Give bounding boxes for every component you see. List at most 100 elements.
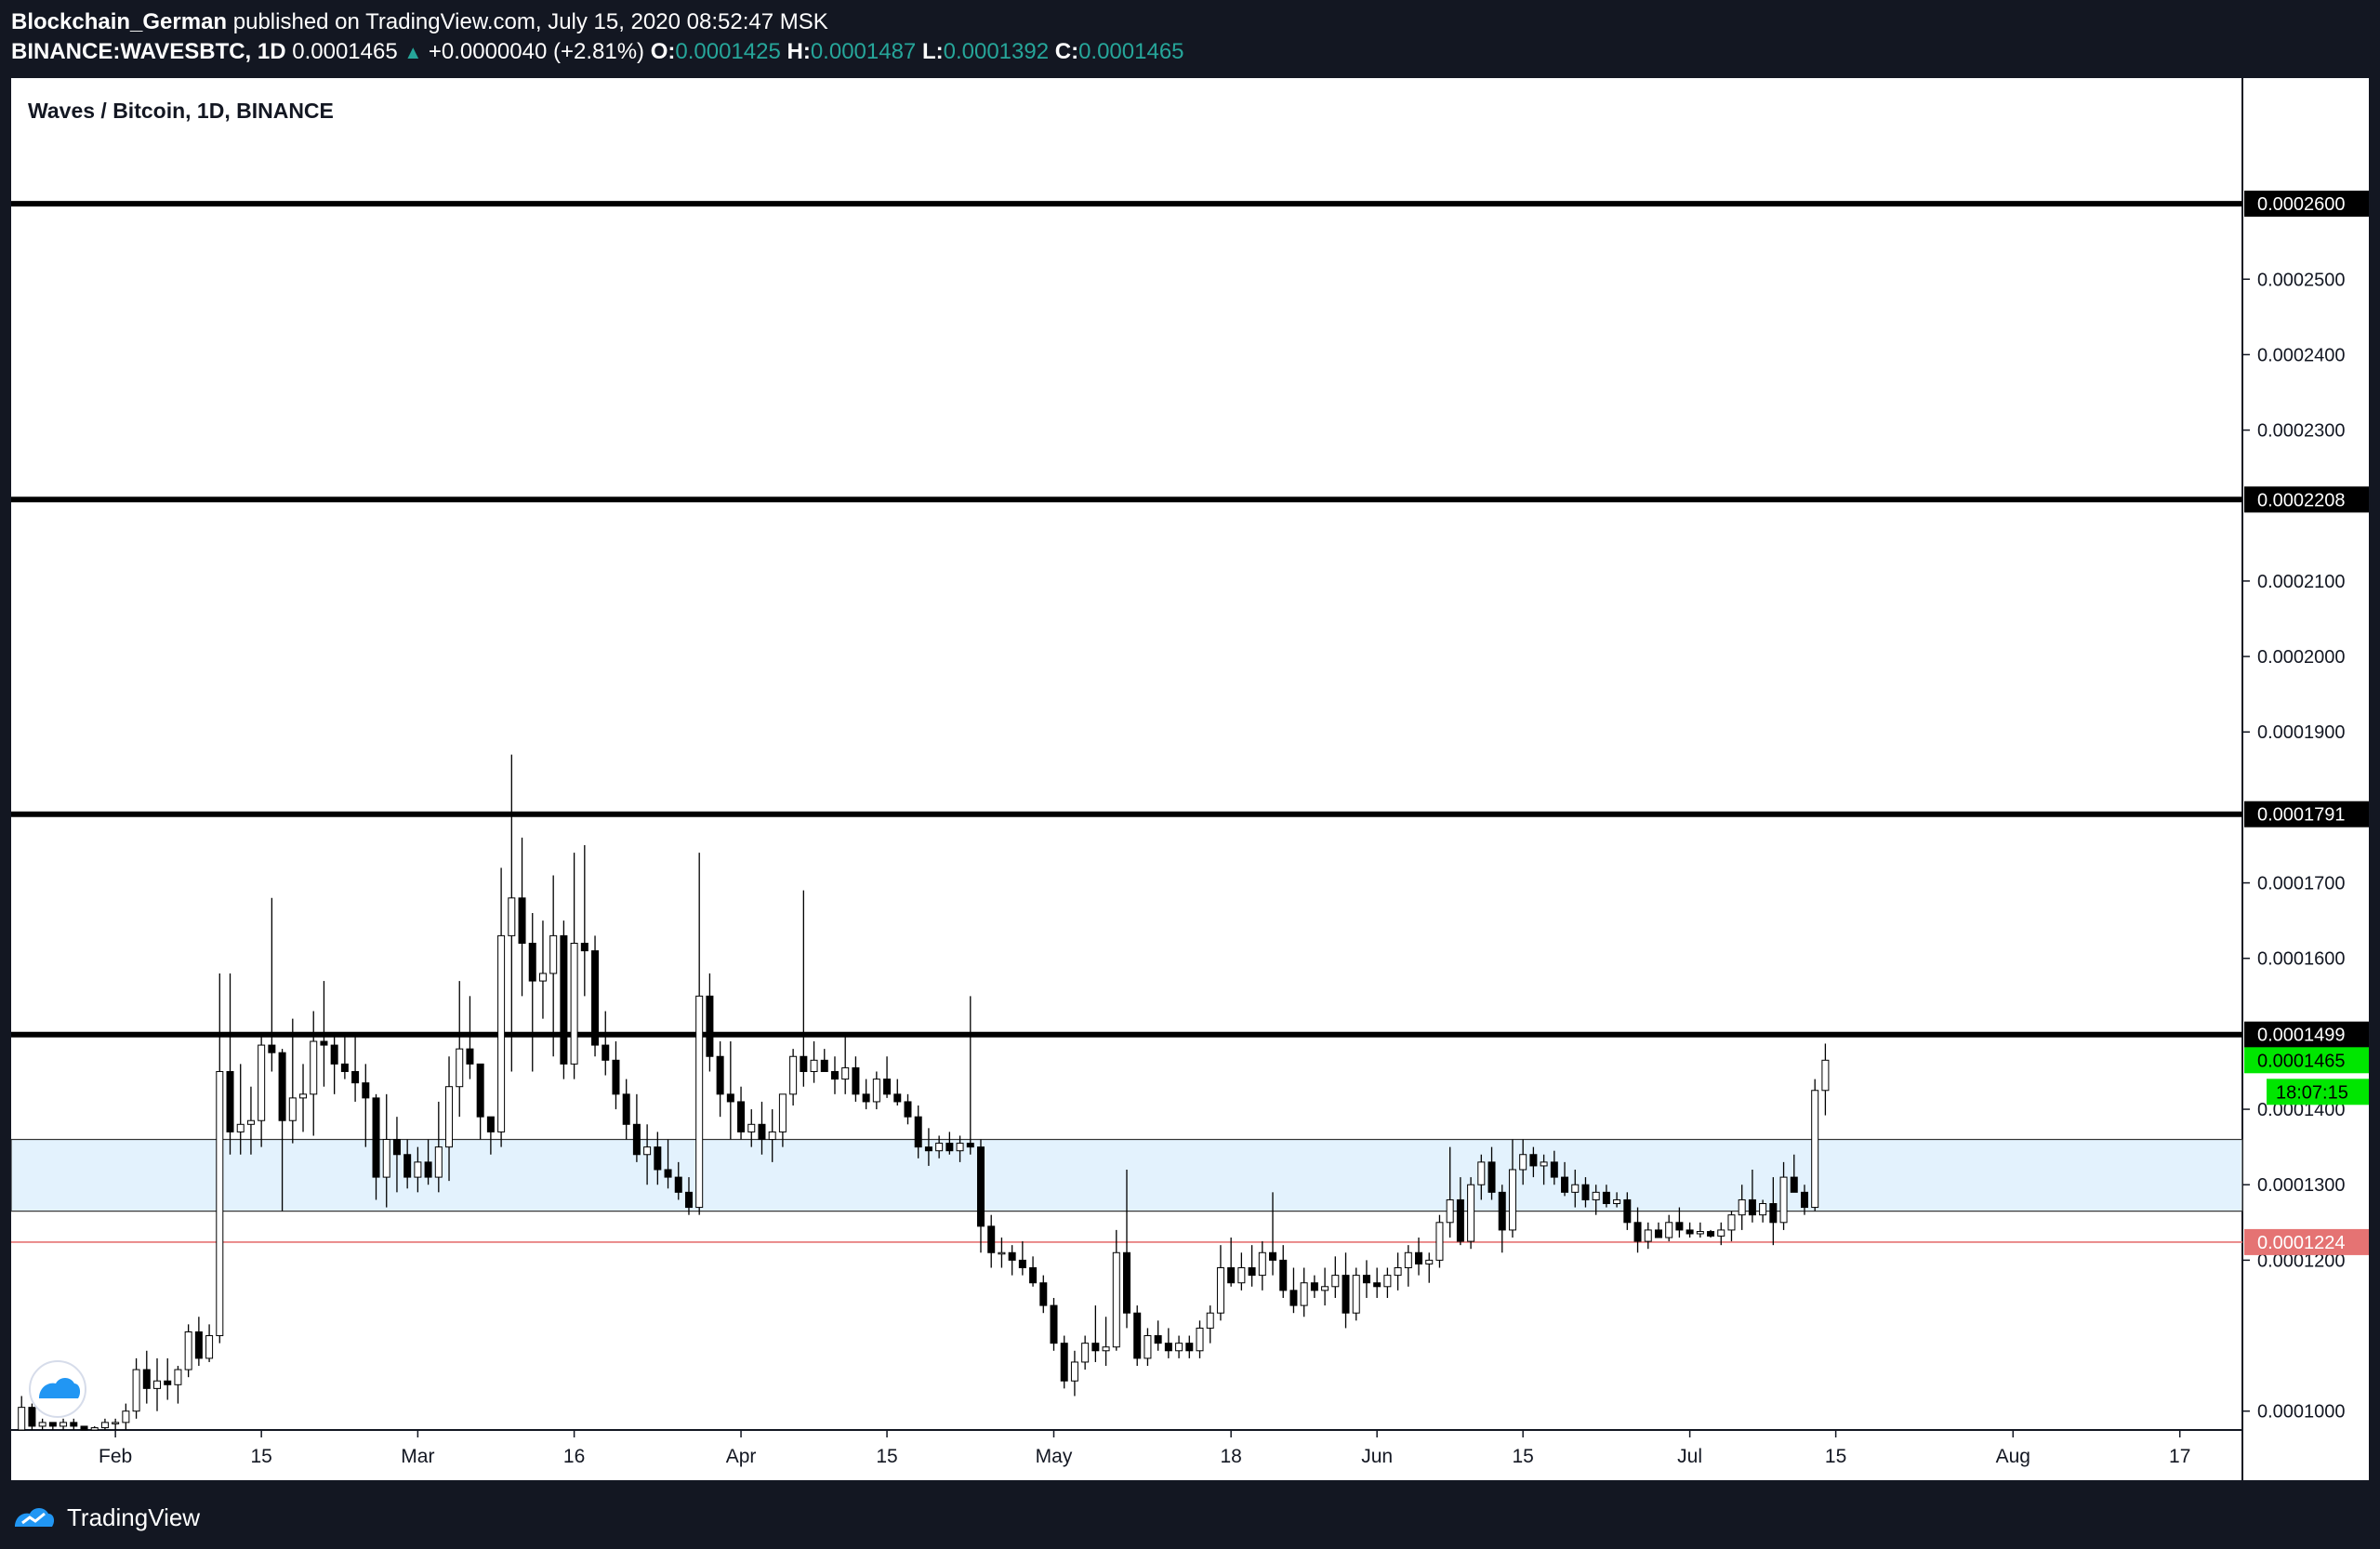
open-label: O: bbox=[650, 39, 676, 64]
candle bbox=[299, 1093, 308, 1099]
candle bbox=[695, 995, 704, 1209]
support-level-label: 0.0001224 bbox=[2257, 1233, 2346, 1253]
candle bbox=[1185, 1343, 1194, 1352]
candle bbox=[236, 1123, 245, 1132]
watermark-cloud bbox=[39, 1378, 81, 1398]
candle bbox=[1633, 1222, 1642, 1242]
candle bbox=[1342, 1275, 1350, 1314]
candle bbox=[508, 897, 516, 936]
candle bbox=[1415, 1251, 1423, 1264]
candle bbox=[1383, 1275, 1392, 1288]
candle bbox=[372, 1097, 380, 1178]
low-label: L: bbox=[921, 39, 944, 64]
candle bbox=[80, 1425, 88, 1431]
publish-line: Blockchain_German published on TradingVi… bbox=[11, 7, 2373, 37]
candle bbox=[70, 1422, 78, 1427]
time-tick-label: 15 bbox=[1825, 1446, 1846, 1467]
candle bbox=[142, 1369, 151, 1389]
candle bbox=[1404, 1251, 1412, 1269]
author-name[interactable]: Blockchain_German bbox=[11, 9, 228, 34]
time-tick-label: 17 bbox=[2169, 1446, 2190, 1467]
time-tick-label: May bbox=[1036, 1446, 1073, 1467]
candle bbox=[362, 1082, 370, 1099]
candle bbox=[872, 1079, 880, 1103]
chart-area[interactable]: Waves / Bitcoin, 1D, BINANCE 0.0001000 0.0… bbox=[11, 78, 2369, 1480]
level-label: 0.0001791 bbox=[2257, 805, 2346, 826]
candle bbox=[987, 1225, 996, 1253]
candle bbox=[883, 1079, 892, 1095]
candle bbox=[820, 1059, 828, 1072]
candle bbox=[945, 1143, 954, 1152]
candle bbox=[768, 1131, 776, 1141]
candle bbox=[1644, 1229, 1652, 1242]
candle bbox=[414, 1161, 422, 1178]
open-value: 0.0001425 bbox=[675, 39, 781, 64]
candle bbox=[330, 1044, 338, 1065]
candle bbox=[1477, 1161, 1486, 1185]
candle bbox=[1456, 1198, 1464, 1242]
candle bbox=[1769, 1203, 1778, 1224]
candle bbox=[966, 1143, 974, 1148]
candle bbox=[538, 973, 547, 982]
candle bbox=[258, 1044, 266, 1121]
candle bbox=[1821, 1059, 1830, 1092]
chart-title: Waves / Bitcoin, 1D, BINANCE bbox=[28, 99, 334, 123]
candle bbox=[268, 1044, 276, 1053]
candle bbox=[549, 934, 558, 974]
candle bbox=[1508, 1169, 1516, 1231]
time-tick-label: Mar bbox=[401, 1446, 434, 1467]
candle bbox=[654, 1146, 662, 1171]
candle bbox=[1321, 1286, 1329, 1291]
candle bbox=[1164, 1343, 1172, 1352]
price-tick-label: 0.0002300 bbox=[2257, 421, 2346, 442]
candle bbox=[758, 1123, 766, 1141]
price-tick-label: 0.0001900 bbox=[2257, 722, 2346, 743]
candle bbox=[1175, 1343, 1183, 1352]
last-price: 0.0001465 bbox=[292, 39, 398, 64]
candle bbox=[632, 1123, 641, 1156]
price-tick-label: 0.0002100 bbox=[2257, 572, 2346, 592]
candle bbox=[1029, 1267, 1038, 1284]
candle bbox=[246, 1119, 255, 1125]
candle bbox=[1352, 1275, 1360, 1314]
candle bbox=[643, 1146, 652, 1156]
candle bbox=[1289, 1290, 1298, 1306]
candle bbox=[1081, 1343, 1090, 1363]
countdown-badge bbox=[2267, 1079, 2369, 1105]
candle bbox=[1258, 1251, 1266, 1277]
candle bbox=[1686, 1229, 1694, 1235]
candlestick-chart[interactable]: Waves / Bitcoin, 1D, BINANCE 0.0001000 0.0… bbox=[11, 78, 2369, 1480]
candle bbox=[1394, 1267, 1402, 1277]
candle bbox=[288, 1097, 297, 1121]
countdown-label: 18:07:15 bbox=[2276, 1082, 2348, 1103]
close-value: 0.0001465 bbox=[1078, 39, 1184, 64]
candle bbox=[1519, 1154, 1527, 1171]
tradingview-brand[interactable]: TradingView bbox=[67, 1503, 201, 1531]
candle bbox=[1592, 1191, 1600, 1200]
candle bbox=[674, 1176, 682, 1193]
candle bbox=[914, 1116, 922, 1148]
level-label: 0.0001499 bbox=[2257, 1026, 2346, 1046]
candle bbox=[1540, 1161, 1548, 1167]
tradingview-watermark-icon bbox=[29, 1360, 86, 1418]
candle bbox=[998, 1251, 1006, 1255]
candle bbox=[810, 1059, 818, 1072]
candle bbox=[1008, 1251, 1016, 1261]
candle bbox=[1216, 1267, 1224, 1314]
candle bbox=[1269, 1251, 1277, 1261]
candle bbox=[612, 1059, 620, 1095]
candle bbox=[580, 943, 588, 952]
high-value: 0.0001487 bbox=[810, 39, 917, 64]
candle bbox=[351, 1070, 360, 1084]
price-tick-label: 0.0001400 bbox=[2257, 1100, 2346, 1120]
candle bbox=[935, 1143, 944, 1152]
candle bbox=[132, 1369, 140, 1412]
candle bbox=[424, 1161, 432, 1178]
candle bbox=[841, 1066, 850, 1080]
candle bbox=[518, 897, 526, 944]
candle bbox=[216, 1070, 224, 1337]
candle bbox=[153, 1380, 162, 1389]
time-tick-label: Aug bbox=[1996, 1446, 2030, 1467]
candle bbox=[726, 1093, 734, 1103]
candle bbox=[1623, 1198, 1632, 1224]
